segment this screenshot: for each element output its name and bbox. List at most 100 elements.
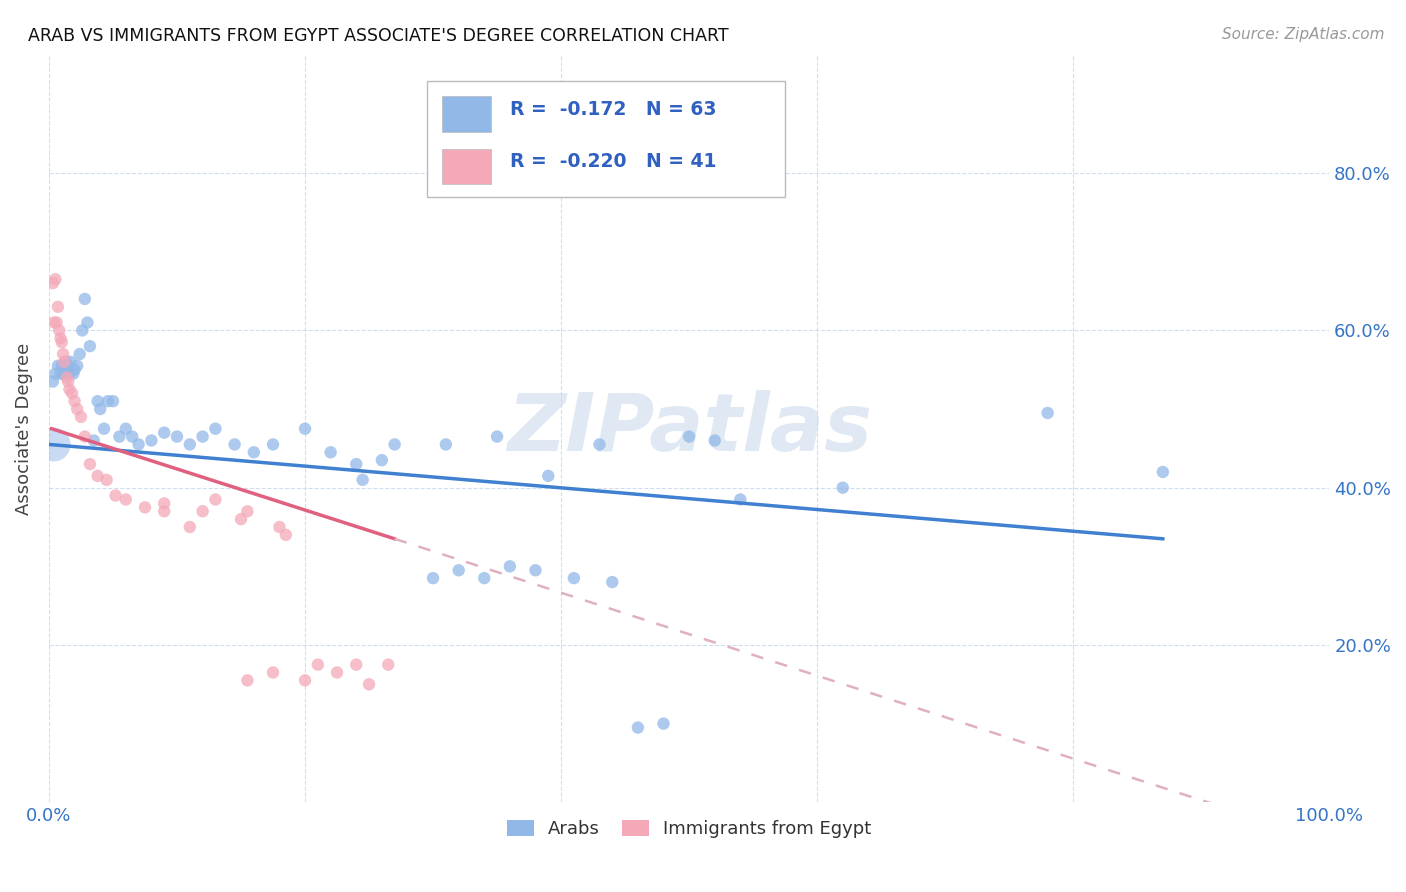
Point (384, 437, 406, 451)
Point (472, 571, 495, 585)
Point (191, 504, 214, 518)
Point (59, 355, 82, 369)
Text: ZIPatlas: ZIPatlas (506, 390, 872, 467)
Point (93, 422, 115, 436)
Point (51, 335, 73, 350)
Point (44, 367, 66, 381)
FancyBboxPatch shape (426, 81, 785, 197)
Point (42, 375, 65, 389)
Point (66, 402, 89, 417)
Point (1152, 465, 1174, 479)
Point (58, 383, 80, 397)
Point (62, 367, 84, 381)
Point (434, 437, 457, 451)
Point (703, 434, 725, 448)
Point (72, 323, 94, 337)
Point (101, 394, 124, 409)
Point (48, 323, 70, 337)
Point (53, 355, 76, 369)
Point (134, 500, 156, 515)
Point (49, 367, 72, 381)
Point (229, 512, 252, 526)
Point (600, 575, 623, 590)
Point (56, 359, 79, 373)
Point (319, 445, 342, 459)
Point (55, 355, 77, 369)
Point (499, 559, 522, 574)
Point (588, 437, 610, 451)
Point (114, 422, 136, 436)
Point (121, 429, 143, 443)
Point (243, 445, 266, 459)
Point (562, 571, 585, 585)
Text: R =  -0.172   N = 63: R = -0.172 N = 63 (510, 100, 717, 120)
Point (191, 429, 214, 443)
Point (42, 437, 65, 451)
Point (63, 394, 86, 409)
Point (344, 457, 367, 471)
Text: R =  -0.220   N = 41: R = -0.220 N = 41 (510, 153, 716, 171)
Point (831, 481, 853, 495)
Point (66, 359, 89, 373)
Point (627, 721, 650, 735)
Point (236, 673, 259, 688)
Point (56, 367, 79, 381)
Point (96, 473, 118, 487)
Point (262, 437, 284, 451)
Point (45, 316, 67, 330)
FancyBboxPatch shape (441, 149, 491, 185)
Point (371, 453, 394, 467)
Point (269, 520, 291, 534)
Point (166, 429, 188, 443)
Point (114, 492, 136, 507)
Point (44, 272, 66, 286)
Point (108, 429, 131, 443)
Point (52, 347, 75, 361)
Point (1036, 406, 1059, 420)
Point (83, 434, 105, 448)
Point (678, 429, 700, 443)
Point (70, 409, 93, 424)
Point (344, 657, 367, 672)
Point (58, 367, 80, 381)
Point (179, 437, 201, 451)
Point (153, 496, 176, 510)
Point (486, 429, 509, 443)
Point (262, 665, 284, 680)
Point (56, 370, 79, 384)
Point (224, 437, 246, 451)
Point (153, 504, 176, 518)
Point (52, 367, 75, 381)
Point (274, 528, 297, 542)
FancyBboxPatch shape (441, 96, 491, 132)
Point (49, 331, 72, 345)
Point (97, 394, 120, 409)
Point (128, 437, 150, 451)
Text: Source: ZipAtlas.com: Source: ZipAtlas.com (1222, 27, 1385, 42)
Point (326, 665, 349, 680)
Point (46, 359, 69, 373)
Point (79, 457, 101, 471)
Point (204, 492, 226, 507)
Point (86, 394, 108, 409)
Point (447, 563, 470, 577)
Point (179, 520, 201, 534)
Point (422, 571, 444, 585)
Point (42, 277, 65, 291)
Text: ARAB VS IMMIGRANTS FROM EGYPT ASSOCIATE'S DEGREE CORRELATION CHART: ARAB VS IMMIGRANTS FROM EGYPT ASSOCIATE'… (28, 27, 728, 45)
Point (89, 402, 111, 417)
Point (76, 316, 98, 330)
Point (377, 657, 399, 672)
Point (104, 489, 127, 503)
Point (60, 386, 83, 401)
Y-axis label: Associate's Degree: Associate's Degree (15, 343, 32, 515)
Point (294, 673, 316, 688)
Point (236, 504, 259, 518)
Point (73, 292, 96, 306)
Point (141, 434, 163, 448)
Point (524, 563, 547, 577)
Point (294, 422, 316, 436)
Point (730, 492, 752, 507)
Point (51, 359, 73, 373)
Point (357, 677, 380, 691)
